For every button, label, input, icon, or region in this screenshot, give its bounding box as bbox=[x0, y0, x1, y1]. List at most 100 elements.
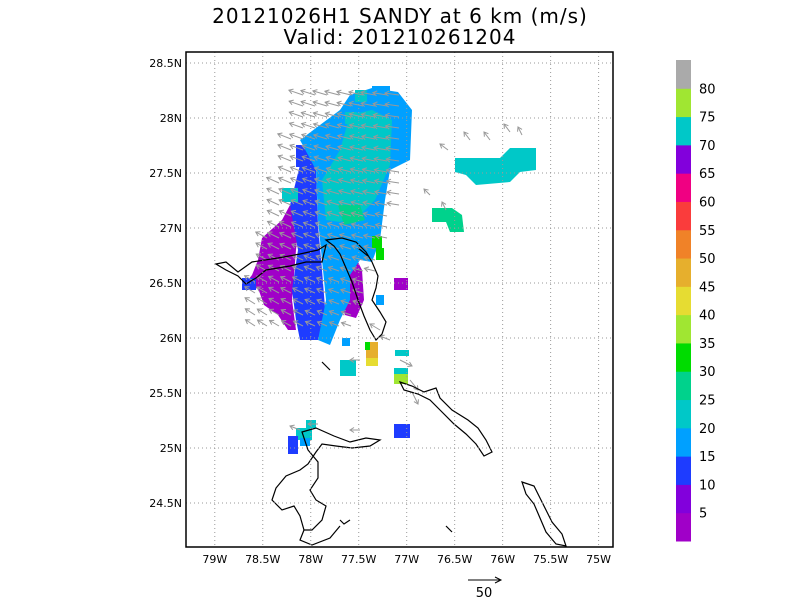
colorbar-swatch bbox=[676, 229, 691, 259]
wind-arrow bbox=[439, 143, 449, 151]
wind-arrow bbox=[267, 242, 280, 250]
wind-arrow bbox=[315, 287, 328, 294]
wind-arrow bbox=[349, 156, 364, 162]
wind-arrow bbox=[278, 187, 292, 195]
wind-arrow bbox=[288, 99, 304, 107]
wind-arrow bbox=[314, 221, 328, 228]
wind-arrow bbox=[338, 221, 352, 228]
map-title: 20121026H1 SANDY at 6 km (m/s) bbox=[212, 4, 588, 28]
wind-cell bbox=[366, 350, 378, 358]
wind-arrow bbox=[277, 176, 292, 184]
wind-arrow bbox=[278, 220, 292, 228]
wind-arrow bbox=[303, 287, 316, 294]
wind-arrow bbox=[254, 231, 268, 239]
wind-arrow bbox=[279, 242, 292, 250]
wind-arrow bbox=[302, 221, 316, 228]
wind-arrow bbox=[277, 165, 292, 173]
wind-arrow bbox=[348, 133, 364, 140]
wind-arrow bbox=[362, 211, 376, 218]
wind-arrow bbox=[302, 232, 316, 239]
wind-arrow bbox=[361, 156, 376, 162]
wind-arrow bbox=[360, 101, 376, 107]
wind-arrow bbox=[361, 167, 376, 173]
wind-arrow bbox=[312, 122, 328, 129]
wind-arrow bbox=[348, 122, 364, 129]
wind-arrow bbox=[351, 244, 364, 250]
wind-arrow bbox=[361, 145, 376, 151]
wind-arrow bbox=[339, 243, 352, 250]
lat-tick-label: 27.5N bbox=[149, 167, 182, 180]
wind-arrow bbox=[351, 255, 364, 261]
colorbar-swatch bbox=[676, 427, 691, 457]
wind-arrow bbox=[268, 319, 280, 327]
wind-arrow bbox=[385, 167, 400, 174]
wind-cell bbox=[370, 342, 378, 350]
wind-arrow bbox=[307, 421, 318, 427]
wind-arrow bbox=[303, 243, 316, 250]
lon-tick-label: 79W bbox=[202, 553, 227, 566]
wind-cell bbox=[394, 424, 410, 438]
wind-arrow bbox=[302, 210, 316, 217]
wind-arrow bbox=[291, 276, 304, 283]
colorbar-label: 10 bbox=[699, 478, 716, 493]
wind-arrow bbox=[385, 178, 400, 185]
wind-arrow bbox=[326, 210, 340, 217]
colorbar-swatch bbox=[676, 286, 691, 316]
wind-arrow bbox=[280, 286, 292, 294]
colorbar-swatch bbox=[676, 116, 691, 146]
wind-arrow bbox=[255, 253, 268, 261]
wind-arrow bbox=[291, 243, 304, 250]
wind-arrow bbox=[350, 222, 364, 228]
lon-tick-label: 77.5W bbox=[341, 553, 376, 566]
wind-arrow bbox=[280, 320, 292, 327]
wind-arrow bbox=[288, 110, 304, 118]
wind-arrow bbox=[374, 200, 388, 207]
wind-arrow bbox=[290, 231, 304, 239]
wind-arrow bbox=[339, 288, 352, 294]
wind-arrow bbox=[292, 298, 304, 305]
lat-tick-label: 28N bbox=[160, 112, 182, 125]
wind-cell bbox=[288, 436, 298, 454]
lat-tick-label: 24.5N bbox=[149, 497, 182, 510]
wind-arrow bbox=[244, 308, 256, 316]
lat-lon-grid bbox=[186, 52, 613, 547]
wind-arrow bbox=[277, 154, 292, 162]
wind-arrow bbox=[288, 121, 304, 129]
wind-arrow bbox=[372, 112, 388, 119]
wind-arrow bbox=[360, 112, 376, 118]
wind-arrow bbox=[255, 275, 268, 283]
wind-arrow bbox=[314, 199, 328, 206]
wind-arrow bbox=[256, 297, 268, 305]
colorbar-swatch bbox=[676, 371, 691, 401]
wind-arrow bbox=[300, 132, 316, 140]
colorbar-label: 25 bbox=[699, 394, 716, 409]
colorbar-label: 55 bbox=[699, 224, 716, 239]
wind-cell bbox=[372, 86, 390, 96]
wind-arrow bbox=[304, 298, 316, 305]
wind-arrow bbox=[359, 90, 376, 96]
wind-arrow bbox=[290, 187, 304, 195]
wind-arrow bbox=[266, 220, 280, 228]
colorbar-label: 5 bbox=[699, 507, 707, 522]
wind-arrow bbox=[243, 275, 256, 283]
colorbar-swatch bbox=[676, 258, 691, 287]
wind-arrow bbox=[313, 144, 328, 151]
wind-arrow bbox=[290, 220, 304, 228]
wind-arrow bbox=[338, 210, 352, 217]
wind-arrow bbox=[339, 277, 352, 283]
wind-arrow bbox=[328, 320, 340, 327]
wind-arrow bbox=[384, 112, 400, 119]
wind-arrow bbox=[361, 178, 376, 184]
wind-arrow bbox=[483, 131, 491, 141]
wind-arrow bbox=[303, 276, 316, 283]
wind-arrow bbox=[385, 145, 400, 152]
wind-arrow bbox=[326, 221, 340, 228]
wind-arrow bbox=[423, 188, 431, 196]
wind-arrow bbox=[291, 265, 304, 272]
colorbar-label: 70 bbox=[699, 139, 716, 154]
wind-arrow bbox=[337, 177, 352, 184]
colorbar-swatch bbox=[676, 88, 691, 118]
wind-arrow bbox=[350, 211, 364, 217]
wind-arrow bbox=[280, 309, 292, 316]
